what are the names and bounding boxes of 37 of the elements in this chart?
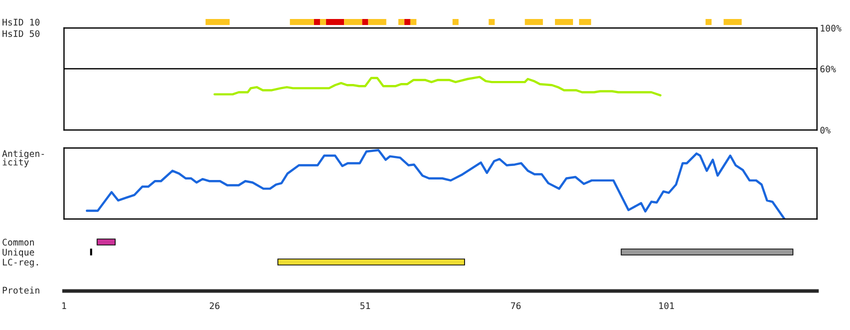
bar xyxy=(724,19,742,25)
x-tick-label: 26 xyxy=(210,302,220,310)
bar xyxy=(290,19,314,25)
x-tick-label: 76 xyxy=(510,302,521,310)
bar xyxy=(524,19,543,25)
bar xyxy=(368,19,386,25)
line-series xyxy=(213,76,662,96)
bar xyxy=(277,258,466,266)
y-tick-label: Unique xyxy=(2,248,34,258)
bar xyxy=(326,19,344,25)
x-tick-label: 101 xyxy=(659,302,674,310)
bar xyxy=(452,19,459,25)
bar xyxy=(620,248,794,256)
bar xyxy=(488,19,495,25)
bar xyxy=(362,19,368,25)
y-tick-label: Common xyxy=(2,238,34,246)
y-tick-label: HsID 10 xyxy=(2,18,40,26)
y-tick-label: 0% xyxy=(820,126,831,134)
bar xyxy=(320,19,326,25)
y-axis-title: HsID 50 xyxy=(2,30,40,38)
bar xyxy=(410,19,416,25)
bar xyxy=(706,19,712,25)
y-tick-label: 100% xyxy=(820,24,842,32)
bar xyxy=(404,19,410,25)
x-tick-label: 1 xyxy=(62,302,66,310)
y-tick-label: 60% xyxy=(820,66,836,72)
bar xyxy=(96,238,116,246)
x-axis-title: Protein xyxy=(2,286,40,294)
bar xyxy=(344,19,362,25)
bar xyxy=(206,19,230,25)
y-tick-label: LC-reg. xyxy=(2,258,38,268)
bar xyxy=(398,19,404,25)
bar xyxy=(314,19,320,25)
y-axis-title: Antigen- icity xyxy=(2,150,44,168)
x-tick-label: 51 xyxy=(360,302,370,310)
bar xyxy=(554,19,574,25)
bar xyxy=(579,19,592,25)
